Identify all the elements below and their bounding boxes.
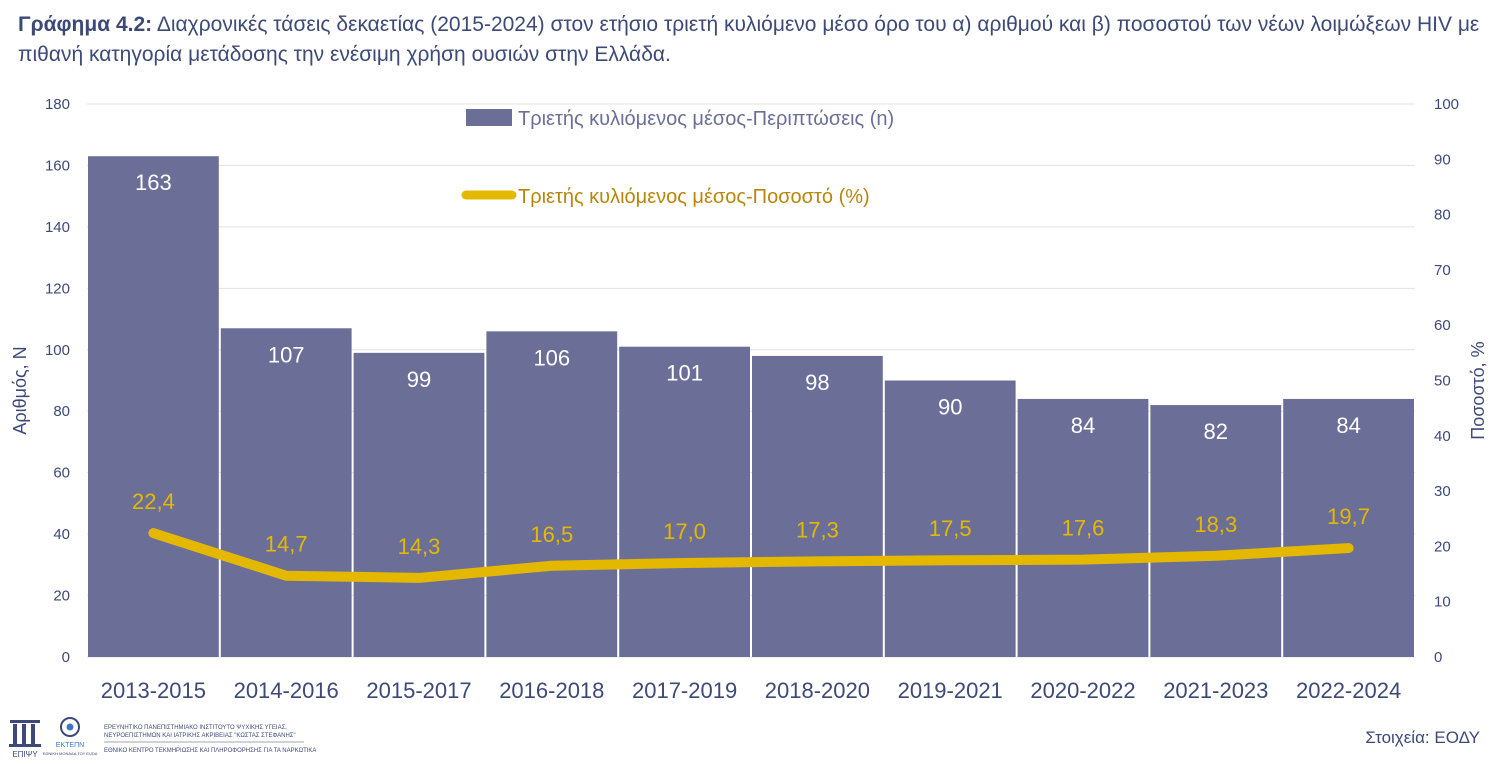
x-tick-label: 2017-2019 (632, 678, 737, 703)
epipsy-logo: ΕΠΙΨΥ (9, 720, 41, 759)
y-axis-title: Αριθμός, Ν (10, 346, 30, 434)
y2-tick-label: 50 (1434, 373, 1451, 390)
bar-value-label: 84 (1336, 413, 1360, 438)
line-point (1214, 554, 1217, 557)
y2-axis-title: Ποσοστό, % (1468, 341, 1488, 439)
x-tick-label: 2019-2021 (898, 678, 1003, 703)
y2-tick-label: 80 (1434, 207, 1451, 224)
line-point (1347, 547, 1350, 550)
line-value-label: 17,6 (1062, 516, 1105, 541)
y2-tick-label: 90 (1434, 151, 1451, 168)
x-tick-label: 2020-2022 (1030, 678, 1135, 703)
percentage-line (148, 528, 1354, 583)
y-tick-label: 180 (45, 96, 70, 113)
bar-series (88, 156, 1414, 657)
y-tick-label: 40 (53, 526, 70, 543)
x-tick-label: 2013-2015 (101, 678, 206, 703)
legend-label-line: Τριετής κυλιόμενος μέσος-Ποσοστό (%) (518, 186, 870, 208)
ektepn-text: ΕΚΤΕΠΝ (56, 742, 84, 749)
y-tick-label: 60 (53, 465, 70, 482)
epipsy-text: ΕΠΙΨΥ (12, 750, 38, 759)
y2-tick-label: 70 (1434, 262, 1451, 279)
ektepn-sub: ΕΘΝΙΚΗ ΜΟΝΑΔΑ ΤΟΥ EUDA (43, 751, 98, 756)
line-value-label: 14,3 (398, 534, 441, 559)
y-tick-label: 120 (45, 280, 70, 297)
bar (220, 328, 352, 657)
y2-tick-label: 10 (1434, 594, 1451, 611)
bar (619, 346, 750, 657)
bar-value-label: 163 (135, 170, 172, 195)
line-value-label: 16,5 (530, 522, 573, 547)
bar-value-label: 84 (1071, 413, 1095, 438)
x-tick-label: 2018-2020 (765, 678, 870, 703)
line-value-label: 22,4 (132, 489, 175, 514)
bar (486, 331, 618, 657)
x-tick-label: 2021-2023 (1163, 678, 1268, 703)
x-tick-label: 2014-2016 (234, 678, 339, 703)
y-tick-label: 160 (45, 157, 70, 174)
bar-value-label: 101 (666, 361, 703, 386)
legend-swatch-bars (466, 109, 512, 126)
ektepn-logo: ΕΚΤΕΠΝ ΕΘΝΙΚΗ ΜΟΝΑΔΑ ΤΟΥ EUDA (43, 717, 98, 756)
line-point (285, 574, 288, 577)
legend-label-bars: Τριετής κυλιόμενος μέσος-Περιπτώσεις (n) (518, 108, 894, 130)
line-series (148, 528, 1354, 583)
legend: Τριετής κυλιόμενος μέσος-Περιπτώσεις (n)… (461, 108, 894, 208)
line-point (550, 564, 553, 567)
bar-value-label: 90 (938, 395, 962, 420)
y-tick-label: 0 (62, 649, 70, 666)
bar (884, 380, 1016, 657)
y-tick-label: 140 (45, 219, 70, 236)
footer-logos: ΕΠΙΨΥ ΕΚΤΕΠΝ ΕΘΝΙΚΗ ΜΟΝΑΔΑ ΤΟΥ EUDA ΕΡΕΥ… (9, 717, 316, 759)
y2-tick-label: 30 (1434, 483, 1451, 500)
source-note: Στοιχεία: ΕΟΔΥ (1365, 728, 1480, 747)
line-value-label: 17,3 (796, 517, 839, 542)
line-value-label: 14,7 (265, 532, 308, 557)
bar (1283, 398, 1414, 657)
bar (752, 355, 883, 657)
line-value-label: 17,5 (929, 516, 972, 541)
bar-labels: 163 107 99 106 101 98 90 84 82 84 (135, 170, 1361, 444)
y-tick-label: 100 (45, 342, 70, 359)
institute-line-1: ΕΡΕΥΝΗΤΙΚΟ ΠΑΝΕΠΙΣΤΗΜΙΑΚΟ ΙΝΣΤΙΤΟΥΤΟ ΨΥΧ… (104, 725, 287, 731)
chart-caption: Γράφημα 4.2: Διαχρονικές τάσεις δεκαετία… (18, 10, 1488, 70)
line-point (683, 561, 686, 564)
y2-tick-label: 100 (1434, 96, 1459, 113)
y2-tick-label: 0 (1434, 649, 1442, 666)
line-point (1082, 558, 1084, 561)
bar (353, 352, 485, 657)
line-value-label: 19,7 (1327, 504, 1370, 529)
caption-lead: Γράφημα 4.2: (18, 13, 153, 36)
y2-tick-label: 20 (1434, 538, 1451, 555)
institute-line-3: ΕΘΝΙΚΟ ΚΕΝΤΡΟ ΤΕΚΜΗΡΙΩΣΗΣ ΚΑΙ ΠΛΗΡΟΦΟΡΗΣ… (104, 748, 316, 754)
line-point (152, 532, 155, 535)
bar (88, 156, 219, 657)
axes: 0 20 40 60 80 100 120 140 160 180 0 10 20 30 40 50 60 70 8… (10, 96, 1488, 703)
line-value-label: 17,0 (663, 519, 706, 544)
bar-value-label: 82 (1204, 419, 1228, 444)
line-point (816, 560, 819, 563)
bar-value-label: 99 (407, 367, 431, 392)
bar (1017, 398, 1149, 657)
line-labels: 22,4 14,7 14,3 16,5 17,0 17,3 17,5 17,6 18,3 19,7 (132, 489, 1370, 559)
institute-line-2: ΝΕΥΡΟΕΠΙΣΤΗΜΩΝ ΚΑΙ ΙΑΤΡΙΚΗΣ ΑΚΡΙΒΕΙΑΣ "Κ… (104, 733, 296, 739)
bar (1150, 405, 1282, 657)
y2-tick-label: 60 (1434, 317, 1451, 334)
line-value-label: 18,3 (1194, 512, 1237, 537)
x-tick-label: 2022-2024 (1296, 678, 1401, 703)
caption-text: Διαχρονικές τάσεις δεκαετίας (2015-2024)… (18, 13, 1480, 66)
y-tick-label: 80 (53, 403, 70, 420)
line-point (949, 559, 952, 562)
bar-value-label: 98 (805, 370, 829, 395)
y2-tick-label: 40 (1434, 428, 1451, 445)
bar-value-label: 106 (533, 345, 570, 370)
line-point (418, 576, 420, 579)
bar-value-label: 107 (268, 342, 305, 367)
y-tick-label: 20 (53, 588, 70, 605)
x-tick-label: 2016-2018 (499, 678, 604, 703)
x-tick-label: 2015-2017 (366, 678, 471, 703)
